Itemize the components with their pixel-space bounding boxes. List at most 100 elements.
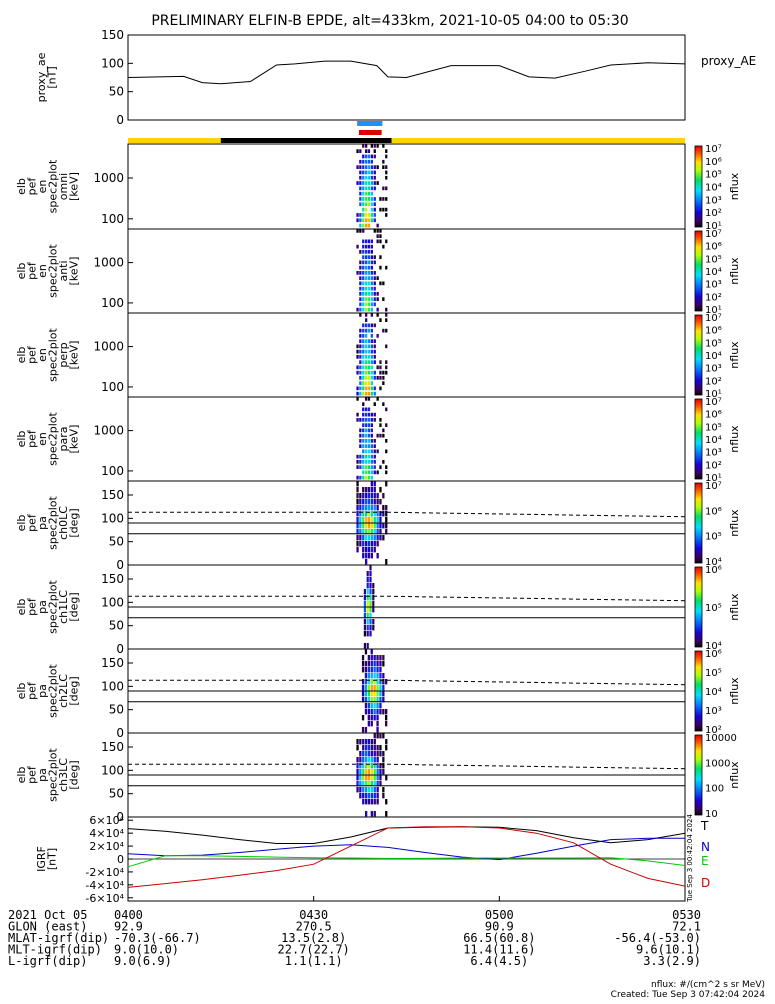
- heatmap-cell: [373, 745, 376, 751]
- heatmap-cell: [367, 418, 371, 422]
- heatmap-cell: [367, 799, 371, 805]
- xaxis-row-value: 1.1(1.1): [285, 954, 343, 968]
- heatmap-cell: [365, 302, 368, 307]
- en_anti-ylabel-1: pef: [26, 261, 39, 280]
- heatmap-cell: [359, 511, 362, 517]
- heatmap-cell: [365, 449, 368, 454]
- en_perp-ylabel-4: perp: [57, 342, 70, 367]
- panel-frame: [127, 143, 686, 230]
- heatmap-cell: [362, 197, 365, 201]
- heatmap-cell: [365, 444, 368, 448]
- heatmap-cell: [379, 281, 382, 286]
- heatmap-cell: [367, 505, 371, 511]
- heatmap-cell: [376, 165, 379, 169]
- heatmap-cell: [373, 655, 376, 661]
- heatmap-cell: [376, 727, 379, 733]
- heatmap-cell: [367, 697, 370, 703]
- proxy-ae-line: [127, 60, 686, 85]
- heatmap-cell: [367, 529, 371, 535]
- heatmap-cell: [373, 505, 376, 511]
- pa_ch1-ylabel-1: pef: [26, 597, 39, 616]
- heatmap-cell: [379, 465, 382, 469]
- heatmap-cell: [359, 769, 362, 775]
- created-stamp: Created: Tue Sep 3 07:42:04 2024: [611, 990, 766, 1000]
- pa_ch0-ylabel-0: elb: [15, 515, 28, 532]
- heatmap-cell: [370, 323, 373, 328]
- colorbar-tick: 10⁴: [705, 557, 722, 568]
- heatmap-cell: [373, 547, 376, 553]
- xaxis-row-value: 0430: [299, 908, 328, 922]
- heatmap-cell: [359, 213, 362, 217]
- heatmap-cell: [370, 313, 373, 317]
- heatmap-cell: [373, 757, 376, 763]
- heatmap-cell: [370, 751, 373, 757]
- colorbar-tick: 10¹: [705, 305, 722, 316]
- heatmap-cell: [385, 449, 388, 454]
- heatmap-cell: [362, 493, 365, 499]
- heatmap-cell: [370, 541, 373, 547]
- heatmap-cell: [385, 318, 388, 322]
- heatmap-cell: [385, 465, 388, 469]
- heatmap-cell: [359, 793, 362, 799]
- heatmap-cell: [369, 607, 372, 613]
- heatmap-cell: [365, 739, 368, 745]
- heatmap-cell: [362, 223, 365, 228]
- heatmap-cell: [362, 757, 365, 763]
- heatmap-cell: [367, 381, 371, 385]
- igrf-legend-D: D: [701, 876, 710, 890]
- heatmap-cell: [363, 631, 366, 637]
- heatmap-cell: [373, 355, 376, 359]
- heatmap-cell: [373, 181, 376, 185]
- xaxis-row-value: 66.5(60.8): [463, 931, 535, 945]
- heatmap-cell: [376, 397, 379, 401]
- heatmap-cell: [362, 360, 365, 364]
- heatmap-cell: [362, 302, 365, 307]
- heatmap-cell: [373, 661, 376, 667]
- heatmap-cell: [376, 793, 379, 799]
- heatmap-cell: [373, 218, 376, 223]
- igrf-ylabel-1: [nT]: [46, 848, 59, 870]
- heatmap-cell: [356, 499, 359, 505]
- heatmap-cell: [365, 763, 368, 769]
- ytick-label: -6×10⁴: [85, 892, 124, 905]
- heatmap-cell: [367, 793, 371, 799]
- heatmap-cell: [373, 470, 376, 475]
- heatmap-cell: [382, 165, 385, 169]
- heatmap-cell: [367, 673, 370, 679]
- heatmap-cell: [379, 709, 382, 715]
- heatmap-cell: [370, 553, 373, 559]
- heatmap-cell: [365, 412, 368, 417]
- heatmap-cell: [382, 691, 385, 697]
- ytick-label: 100: [101, 595, 124, 609]
- heatmap-cell: [367, 439, 371, 443]
- colorbar-tick: 10⁵: [705, 668, 722, 679]
- pa_ch0-ylabel-5: [deg]: [68, 508, 81, 537]
- colorbar-tick: 10⁷: [705, 144, 722, 155]
- loss-cone-line: [128, 511, 686, 518]
- heatmap-cell: [367, 213, 371, 217]
- heatmap-cell: [376, 297, 379, 301]
- heatmap-cell: [362, 165, 365, 169]
- heatmap-cell: [367, 339, 371, 343]
- heatmap-cell: [370, 250, 373, 254]
- heatmap-cell: [369, 613, 372, 619]
- heatmap-cell: [367, 739, 371, 745]
- heatmap-cell: [373, 165, 376, 169]
- colorbar: [694, 482, 703, 564]
- heatmap-cell: [362, 355, 365, 359]
- heatmap-cell: [365, 355, 368, 359]
- heatmap-cell: [365, 191, 368, 196]
- heatmap-cell: [366, 589, 369, 595]
- heatmap-cell: [359, 197, 362, 201]
- heatmap-cell: [370, 239, 373, 244]
- igrf-ylabel-0: IGRF: [35, 846, 48, 872]
- heatmap-cell: [373, 276, 376, 280]
- heatmap-cell: [361, 685, 365, 691]
- heatmap-cell: [367, 553, 371, 559]
- heatmap-cell: [385, 481, 388, 487]
- heatmap-cell: [367, 344, 371, 349]
- figure-title: PRELIMINARY ELFIN-B EPDE, alt=433km, 202…: [151, 13, 628, 29]
- heatmap-cell: [367, 292, 371, 296]
- heatmap-cell: [376, 553, 379, 559]
- heatmap-cell: [376, 493, 379, 499]
